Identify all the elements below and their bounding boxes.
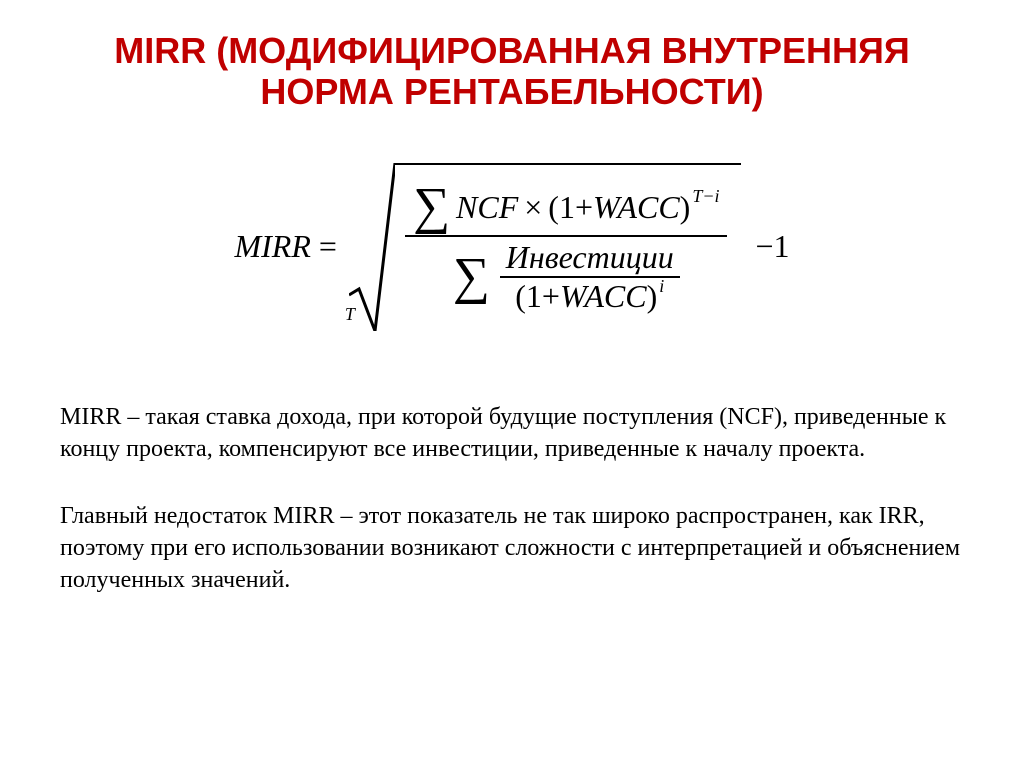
wacc-term-1: WACC bbox=[593, 188, 680, 226]
exponent-2: i bbox=[659, 276, 664, 297]
mirr-formula: MIRR = T ∑ NCF × (1+ WACC ) T−i bbox=[60, 163, 964, 331]
inner-denominator: (1+ WACC ) i bbox=[509, 278, 670, 315]
root-index: T bbox=[345, 304, 355, 331]
definition-paragraph: MIRR – такая ставка дохода, при которой … bbox=[60, 401, 964, 466]
radical-icon bbox=[349, 163, 395, 331]
slide-title: MIRR (МОДИФИЦИРОВАННАЯ ВНУТРЕННЯЯ НОРМА … bbox=[60, 30, 964, 113]
wacc-term-2: WACC bbox=[560, 278, 647, 315]
mult-sign: × bbox=[524, 188, 542, 226]
slide: MIRR (МОДИФИЦИРОВАННАЯ ВНУТРЕННЯЯ НОРМА … bbox=[0, 0, 1024, 767]
open-paren-2: (1+ bbox=[515, 278, 560, 315]
outer-fraction: ∑ NCF × (1+ WACC ) T−i ∑ Инвестиции bbox=[405, 179, 728, 317]
equals-sign: = bbox=[319, 228, 337, 265]
open-paren-1: (1+ bbox=[548, 188, 593, 226]
nth-root: T ∑ NCF × (1+ WACC ) T−i bbox=[345, 163, 742, 331]
exponent-1: T−i bbox=[692, 186, 719, 208]
inner-numerator: Инвестиции bbox=[500, 239, 680, 276]
minus-one: −1 bbox=[755, 228, 789, 265]
formula-lhs: MIRR bbox=[234, 228, 310, 265]
close-paren-1: ) bbox=[680, 188, 691, 226]
sigma-icon: ∑ bbox=[453, 251, 490, 303]
ncf-term: NCF bbox=[456, 188, 518, 226]
numerator: ∑ NCF × (1+ WACC ) T−i bbox=[405, 179, 728, 235]
drawback-paragraph: Главный недостаток MIRR – этот показател… bbox=[60, 500, 964, 597]
sigma-icon: ∑ bbox=[413, 181, 450, 233]
close-paren-2: ) bbox=[647, 278, 658, 315]
denominator: ∑ Инвестиции (1+ WACC ) i bbox=[445, 237, 688, 317]
radicand: ∑ NCF × (1+ WACC ) T−i ∑ Инвестиции bbox=[395, 163, 742, 331]
inner-fraction: Инвестиции (1+ WACC ) i bbox=[500, 239, 680, 315]
